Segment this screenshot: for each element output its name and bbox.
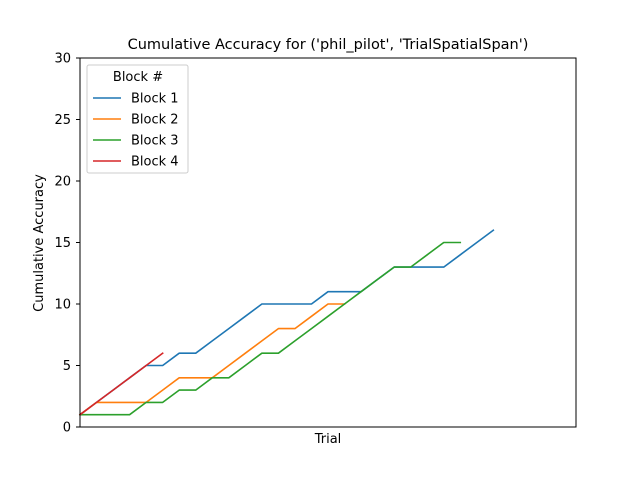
x-axis-title: Trial [314,432,342,447]
y-tick-label: 10 [54,298,71,313]
y-tick-label: 20 [54,175,71,190]
y-tick-label: 0 [63,421,71,436]
legend-label-block-2: Block 2 [131,113,179,128]
y-tick-label: 30 [54,52,71,67]
legend-title: Block # [113,70,163,85]
y-tick-label: 15 [54,236,71,251]
legend-box [86,64,189,174]
series-line-block-3 [79,241,462,416]
series-lines [78,229,495,416]
chart-title: Cumulative Accuracy for ('phil_pilot', '… [128,37,529,53]
legend-label-block-4: Block 4 [131,155,179,170]
legend-entries: Block 1 Block 2 Block 3 Block 4 [93,92,179,170]
series-line-block-1 [78,229,495,416]
y-tick-label: 25 [54,113,71,128]
series-line-block-4 [78,352,164,416]
y-axis-title: Cumulative Accuracy [32,174,47,312]
y-tick-label: 5 [63,359,71,374]
legend-label-block-1: Block 1 [131,92,179,107]
legend-label-block-3: Block 3 [131,134,179,149]
y-axis-ticks: 0 5 10 15 20 25 30 [54,52,80,436]
legend: Block # Block 1 Block 2 Block 3 Block 4 [86,64,189,174]
